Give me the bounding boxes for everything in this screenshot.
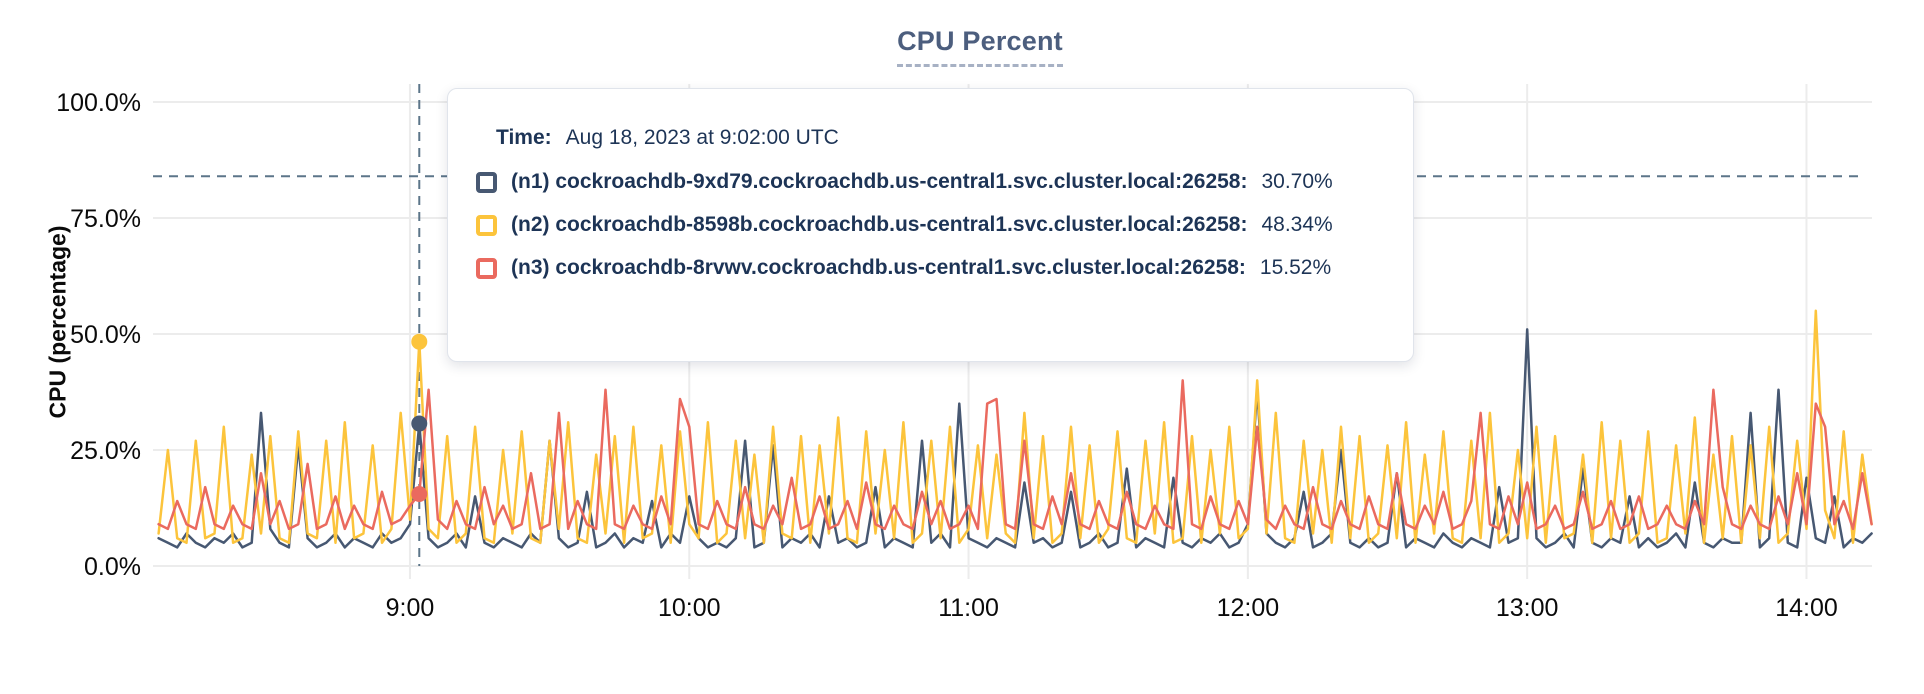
y-tick-label: 50.0% [70,321,141,349]
tooltip-series-row-n2: (n2) cockroachdb-8598b.cockroachdb.us-ce… [476,212,1385,238]
tooltip-time-value: Aug 18, 2023 at 9:02:00 UTC [565,126,839,149]
series-n2-swatch-icon [476,214,497,236]
series-n1-value: 30.70% [1261,170,1333,193]
series-n2-value: 48.34% [1261,213,1333,236]
hover-dot-n2 [411,333,428,350]
series-n1-swatch-icon [476,171,497,193]
y-tick-label: 25.0% [70,437,141,465]
hover-dot-n3 [411,485,428,502]
y-tick-label: 0.0% [84,553,141,581]
series-n1-name: (n1) cockroachdb-9xd79.cockroachdb.us-ce… [511,170,1248,193]
tooltip-series-row-n3: (n3) cockroachdb-8rvwv.cockroachdb.us-ce… [476,255,1385,281]
tooltip-series-row-n1: (n1) cockroachdb-9xd79.cockroachdb.us-ce… [476,169,1385,195]
hover-dot-n1 [411,415,428,432]
y-tick-label: 75.0% [70,205,141,233]
y-axis-label: CPU (percentage) [44,225,71,419]
chart-title: CPU Percent [897,26,1063,67]
x-tick-label: 9:00 [386,594,435,622]
y-tick-label: 100.0% [56,89,141,117]
x-tick-label: 14:00 [1775,594,1838,622]
x-tick-label: 13:00 [1496,594,1559,622]
x-tick-label: 11:00 [938,594,999,622]
series-n2-name: (n2) cockroachdb-8598b.cockroachdb.us-ce… [511,213,1248,236]
series-line-n2 [157,309,1873,545]
series-n3-value: 15.52% [1259,256,1332,279]
x-tick-label: 10:00 [658,594,721,622]
hover-tooltip: Time: Aug 18, 2023 at 9:02:00 UTC (n1) co… [447,88,1414,362]
series-line-n3 [157,379,1873,531]
tooltip-time-label: Time: [496,126,552,149]
chart-title-wrap: CPU Percent [18,26,1924,67]
tooltip-time-row: Time: Aug 18, 2023 at 9:02:00 UTC [496,123,1385,153]
series-n3-swatch-icon [476,257,497,279]
x-tick-label: 12:00 [1217,594,1280,622]
series-n3-name: (n3) cockroachdb-8rvwv.cockroachdb.us-ce… [511,256,1246,279]
